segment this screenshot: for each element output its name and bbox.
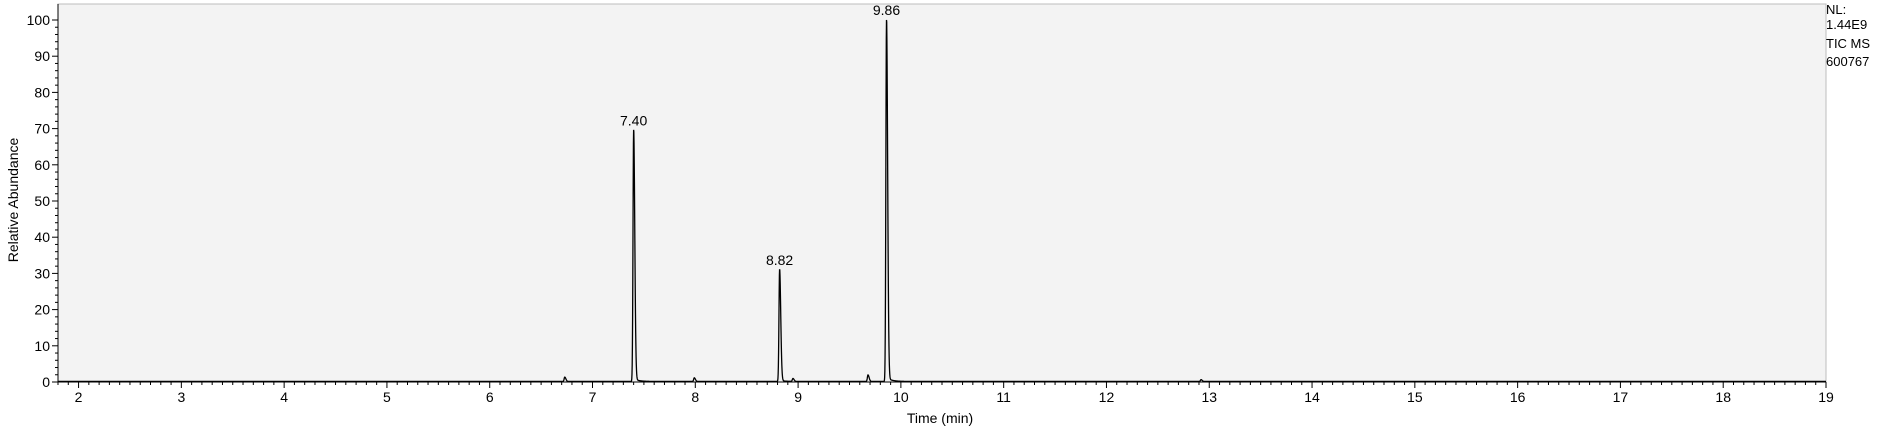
x-tick-label: 12 — [1099, 389, 1115, 405]
peak-label: 9.86 — [873, 2, 900, 18]
x-tick-label: 10 — [893, 389, 909, 405]
y-axis-title: Relative Abundance — [5, 138, 21, 263]
info-nl-label: NL: — [1826, 2, 1846, 17]
tic-trace-line — [58, 19, 1826, 383]
x-tick-label: 9 — [794, 389, 802, 405]
x-tick-label: 8 — [691, 389, 699, 405]
x-tick-label: 6 — [486, 389, 494, 405]
y-tick-label: 0 — [42, 374, 50, 390]
x-tick-label: 4 — [280, 389, 288, 405]
y-tick-label: 50 — [34, 193, 50, 209]
y-tick-label: 70 — [34, 121, 50, 137]
x-tick-label: 3 — [177, 389, 185, 405]
x-tick-label: 15 — [1407, 389, 1423, 405]
x-tick-label: 5 — [383, 389, 391, 405]
y-tick-label: 30 — [34, 265, 50, 281]
peak-labels: 7.40 8.82 9.86 — [620, 2, 900, 268]
peak-label: 7.40 — [620, 112, 647, 128]
x-tick-label: 18 — [1715, 389, 1731, 405]
y-tick-label: 90 — [34, 48, 50, 64]
x-tick-label: 7 — [589, 389, 597, 405]
x-tick-label: 13 — [1201, 389, 1217, 405]
x-tick-label: 19 — [1818, 389, 1834, 405]
y-tick-label: 100 — [27, 12, 51, 28]
x-tick-label: 14 — [1304, 389, 1320, 405]
y-tick-label: 40 — [34, 229, 50, 245]
y-tick-label: 80 — [34, 84, 50, 100]
x-axis-title: Time (min) — [907, 410, 973, 426]
x-tick-label: 17 — [1613, 389, 1629, 405]
y-tick-label: 60 — [34, 157, 50, 173]
info-sample-id: 600767 — [1826, 54, 1869, 69]
x-tick-label: 2 — [75, 389, 83, 405]
tick-marks — [52, 19, 1827, 388]
y-tick-label: 10 — [34, 338, 50, 354]
peak-label: 8.82 — [766, 252, 793, 268]
tick-labels: 0 10 20 30 40 50 60 70 80 90 100 2 3 4 5 6 7 8 9 10 11 12 13 14… — [27, 12, 1834, 405]
x-tick-label: 11 — [996, 389, 1011, 405]
x-tick-label: 16 — [1510, 389, 1526, 405]
info-scan-type: TIC MS — [1826, 36, 1870, 51]
info-nl-value: 1.44E9 — [1826, 17, 1867, 32]
plot-background — [58, 4, 1826, 382]
y-tick-label: 20 — [34, 302, 50, 318]
